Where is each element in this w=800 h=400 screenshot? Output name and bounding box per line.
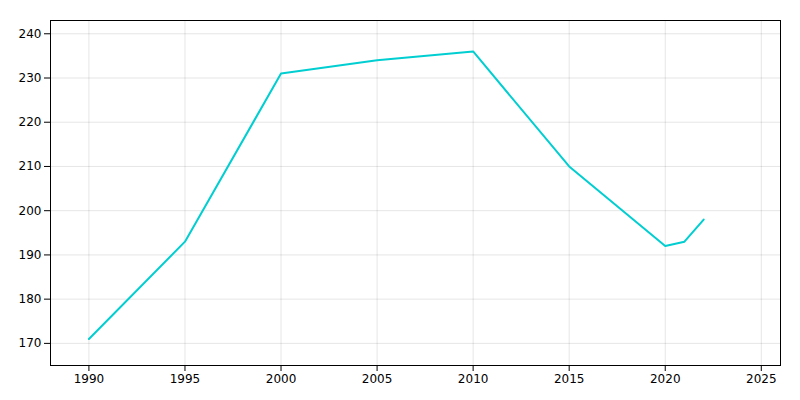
svg-text:2015: 2015 [554, 372, 585, 386]
svg-text:2020: 2020 [650, 372, 681, 386]
svg-text:2000: 2000 [266, 372, 297, 386]
svg-text:1990: 1990 [74, 372, 105, 386]
svg-text:2010: 2010 [458, 372, 489, 386]
svg-text:2005: 2005 [362, 372, 393, 386]
svg-text:240: 240 [19, 27, 42, 41]
svg-text:1995: 1995 [170, 372, 201, 386]
svg-text:230: 230 [19, 71, 42, 85]
svg-text:170: 170 [19, 336, 42, 350]
svg-text:210: 210 [19, 159, 42, 173]
svg-text:2025: 2025 [746, 372, 777, 386]
svg-text:200: 200 [19, 204, 42, 218]
svg-text:220: 220 [19, 115, 42, 129]
svg-text:190: 190 [19, 248, 42, 262]
svg-text:180: 180 [19, 292, 42, 306]
